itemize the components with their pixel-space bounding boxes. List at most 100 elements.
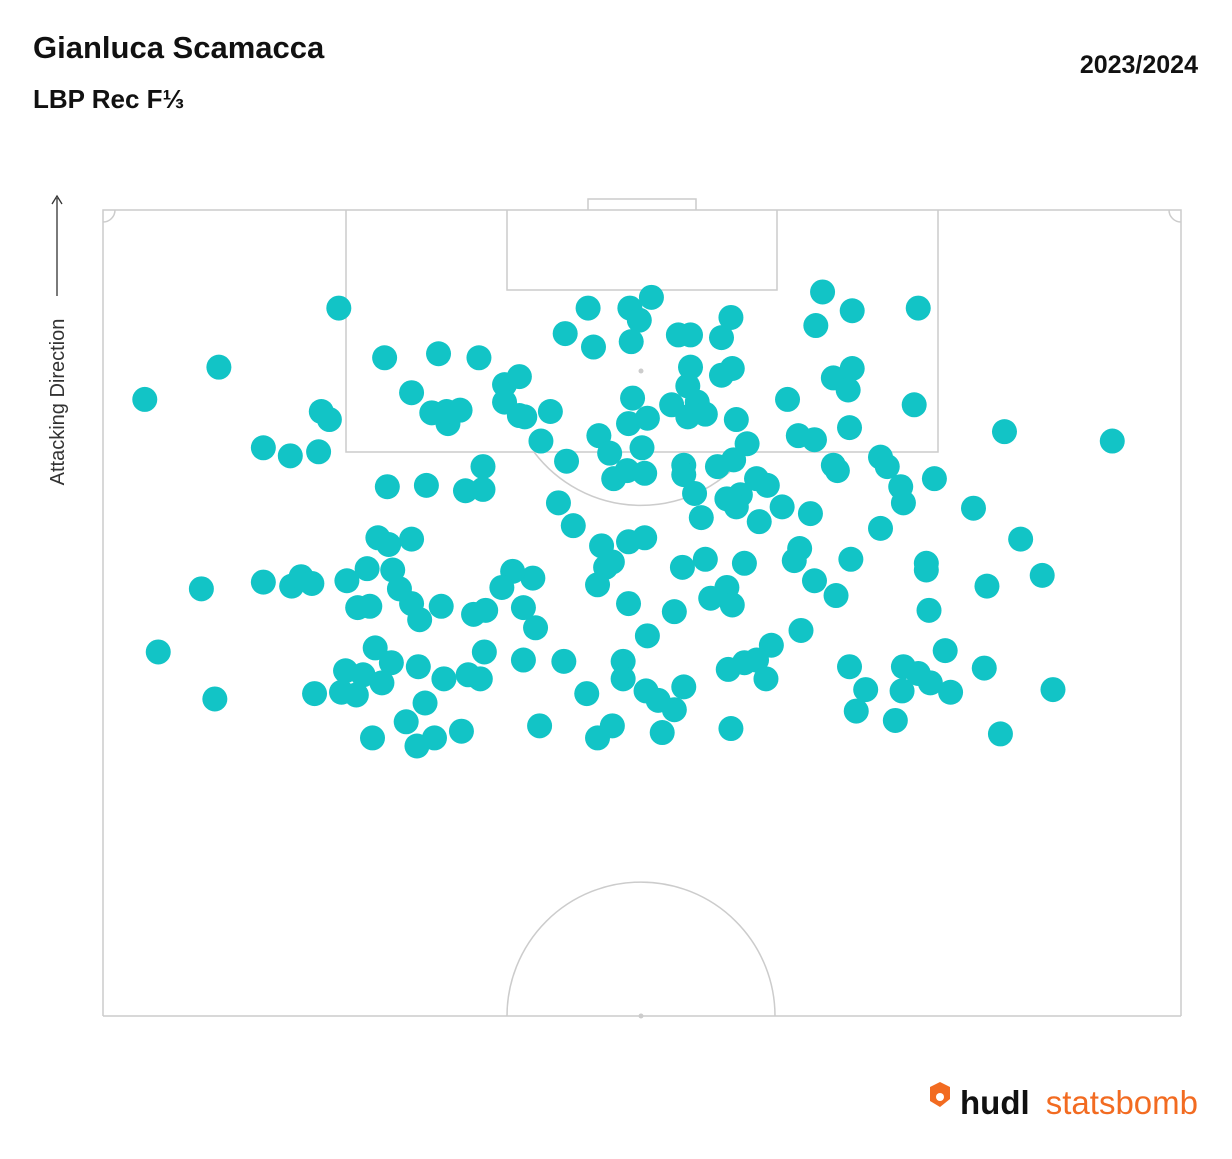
point [843, 698, 869, 724]
point [362, 635, 388, 661]
point [823, 583, 849, 609]
point [715, 656, 741, 682]
point [719, 592, 745, 618]
point [466, 345, 492, 371]
point [520, 565, 546, 591]
logo: hudl statsbomb [930, 1082, 1198, 1121]
point [316, 407, 342, 433]
point [835, 377, 861, 403]
point [754, 472, 780, 498]
point [769, 494, 795, 520]
point [721, 447, 747, 473]
point [649, 720, 675, 746]
point [510, 595, 536, 621]
point [719, 356, 745, 382]
point [610, 648, 636, 674]
point [731, 550, 757, 576]
point [917, 670, 943, 696]
point [512, 404, 538, 430]
point [775, 386, 801, 412]
point [489, 574, 515, 600]
point [461, 601, 487, 627]
point [413, 472, 439, 498]
point [277, 443, 303, 469]
point [345, 595, 371, 621]
point [299, 570, 325, 596]
point [688, 505, 714, 531]
logo-icon-dot [936, 1093, 944, 1101]
chart-subtitle: LBP Rec F⅓ [33, 84, 184, 114]
point [746, 509, 772, 535]
point [399, 380, 425, 406]
point [354, 556, 380, 582]
point [467, 666, 493, 692]
direction-arrow-head [51, 194, 63, 205]
point [781, 548, 807, 574]
point [671, 674, 697, 700]
point [874, 454, 900, 480]
point [574, 681, 600, 707]
logo-brand: hudl [960, 1084, 1030, 1121]
point [552, 321, 578, 347]
point [376, 531, 402, 557]
point [692, 401, 718, 427]
goal [587, 198, 697, 210]
chart-title: Gianluca Scamacca [33, 30, 325, 65]
point [913, 557, 939, 583]
corner-arc [1168, 209, 1182, 223]
point [597, 440, 623, 466]
point [718, 304, 744, 330]
point [616, 591, 642, 617]
point [575, 295, 601, 321]
point [810, 279, 836, 305]
point [837, 654, 863, 680]
point [692, 546, 718, 572]
point [788, 617, 814, 643]
point [868, 515, 894, 541]
corner-arc [102, 209, 116, 223]
point [797, 501, 823, 527]
point [634, 405, 660, 431]
point [334, 568, 360, 594]
point [374, 474, 400, 500]
point [987, 721, 1013, 747]
point [145, 639, 171, 665]
point [393, 709, 419, 735]
point [506, 364, 532, 390]
point [326, 295, 352, 321]
point [412, 690, 438, 716]
direction-label: Attacking Direction [47, 319, 69, 486]
point [971, 655, 997, 681]
point [431, 666, 457, 692]
point [386, 576, 412, 602]
point [678, 354, 704, 380]
point [610, 666, 636, 692]
point [250, 435, 276, 461]
point [921, 466, 947, 492]
point [718, 716, 744, 742]
point [510, 647, 536, 673]
point [470, 476, 496, 502]
point [250, 569, 276, 595]
point [661, 697, 687, 723]
logo-product: statsbomb [1046, 1084, 1198, 1121]
direction-indicator: Attacking Direction [47, 194, 69, 486]
point [343, 682, 369, 708]
point [360, 725, 385, 751]
point [616, 411, 642, 437]
point [698, 585, 724, 611]
point [1099, 428, 1125, 454]
point [333, 658, 359, 684]
point [378, 650, 404, 676]
point [618, 329, 644, 355]
point [632, 460, 658, 486]
point [839, 298, 865, 324]
points [132, 279, 1125, 759]
point [132, 386, 158, 412]
point [1029, 562, 1055, 588]
point [585, 725, 611, 751]
point [399, 526, 425, 552]
point [560, 513, 586, 539]
